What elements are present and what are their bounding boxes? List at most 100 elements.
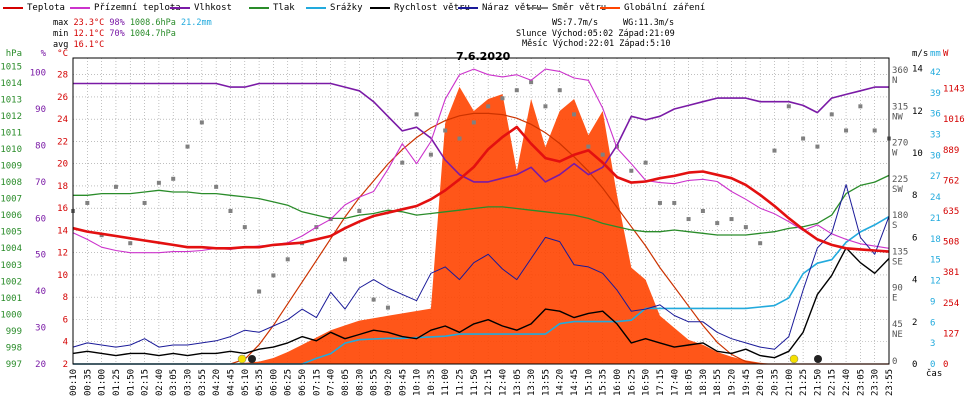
x-tick-label: 06:50 bbox=[298, 369, 308, 396]
sun-label: Slunce bbox=[516, 29, 547, 39]
legend-swatch bbox=[528, 6, 548, 9]
stats-min-row: min 12.1°C 70% 1004.7hPa bbox=[53, 29, 176, 39]
wind-direction-point bbox=[428, 152, 433, 157]
legend-item: Náraz větru bbox=[458, 3, 542, 13]
axis-mm-label: mm bbox=[930, 49, 941, 59]
legend-label: Rychlost větru bbox=[394, 3, 470, 13]
series-line bbox=[72, 184, 890, 350]
axis-celsius-tick: 28 bbox=[57, 71, 68, 81]
axis-direction-tick: 315 NW bbox=[892, 102, 908, 122]
axis-percent-tick: 60 bbox=[35, 214, 46, 224]
axis-hpa-tick: 1002 bbox=[0, 277, 22, 287]
x-tick-label: 21:50 bbox=[813, 369, 823, 396]
axis-w-label: W bbox=[943, 49, 949, 59]
axis-direction-tick: 90 E bbox=[892, 284, 903, 304]
axis-mm-tick: 6 bbox=[930, 318, 935, 328]
wind-direction-point bbox=[514, 88, 519, 93]
x-tick-label: 01:50 bbox=[126, 369, 136, 396]
wind-direction-point bbox=[572, 112, 577, 117]
x-tick-label: 13:05 bbox=[513, 369, 523, 396]
sunrise-icon bbox=[237, 354, 247, 364]
wind-direction-point bbox=[586, 144, 591, 149]
series-line bbox=[72, 68, 890, 254]
axis-percent-tick: 80 bbox=[35, 141, 46, 151]
x-tick-label: 22:40 bbox=[842, 369, 852, 396]
axis-hpa-tick: 1014 bbox=[0, 79, 22, 89]
wind-direction-point bbox=[371, 297, 376, 302]
axis-celsius-tick: 12 bbox=[57, 249, 68, 259]
x-tick-label: 10:35 bbox=[427, 369, 437, 396]
axis-direction-tick: 225 SW bbox=[892, 175, 908, 195]
x-tick-label: 07:15 bbox=[312, 369, 322, 396]
legend-item: Rychlost větru bbox=[370, 3, 470, 13]
x-tick-label: 20:10 bbox=[756, 369, 766, 396]
wind-direction-point bbox=[643, 160, 648, 165]
sun-row: Slunce Východ:05:02 Západ:21:09 bbox=[516, 29, 675, 39]
legend-label: Teplota bbox=[27, 3, 65, 13]
series-line bbox=[73, 174, 890, 236]
x-tick-label: 11:25 bbox=[456, 369, 466, 396]
stats-max-label: max bbox=[53, 18, 69, 28]
legend-swatch bbox=[306, 6, 326, 9]
axis-percent-tick: 90 bbox=[35, 105, 46, 115]
wind-direction-point bbox=[543, 104, 548, 109]
wind-direction-point bbox=[786, 104, 791, 109]
axis-hpa-tick: 1008 bbox=[0, 178, 22, 188]
axis-mm-tick: 3 bbox=[930, 339, 935, 349]
axis-w-tick: 0 bbox=[943, 360, 948, 370]
legend-label: Vlhkost bbox=[194, 3, 232, 13]
plot-frame bbox=[72, 57, 890, 365]
wind-direction-point bbox=[729, 217, 734, 222]
wind-direction-point bbox=[156, 180, 161, 185]
x-tick-label: 09:20 bbox=[384, 369, 394, 396]
x-tick-label: 08:30 bbox=[355, 369, 365, 396]
legend-label: Směr větru bbox=[552, 3, 607, 13]
legend-swatch bbox=[458, 6, 478, 9]
wind-direction-point bbox=[801, 136, 806, 141]
x-tick-label: 18:55 bbox=[713, 369, 723, 396]
axis-ms-tick: 2 bbox=[912, 318, 917, 328]
x-tick-label: 08:05 bbox=[341, 369, 351, 396]
axis-ms-tick: 6 bbox=[912, 233, 917, 243]
x-tick-label: 17:15 bbox=[656, 369, 666, 396]
axis-w-tick: 762 bbox=[943, 176, 959, 186]
x-tick-label: 04:45 bbox=[226, 369, 236, 396]
series-line bbox=[72, 125, 890, 253]
axis-percent-tick: 70 bbox=[35, 178, 46, 188]
wind-direction-point bbox=[142, 200, 147, 205]
x-tick-label: 23:55 bbox=[885, 369, 895, 396]
wind-direction-point bbox=[457, 136, 462, 141]
legend-item: Směr větru bbox=[528, 3, 606, 13]
axis-mm-tick: 30 bbox=[930, 151, 941, 161]
stats-max-temp: 23.3°C bbox=[73, 18, 105, 28]
axis-mm-tick: 42 bbox=[930, 68, 941, 78]
axis-w-tick: 635 bbox=[943, 207, 959, 217]
axis-hpa-tick: 1003 bbox=[0, 261, 22, 271]
axis-celsius-label: °C bbox=[57, 49, 68, 59]
wind-direction-point bbox=[686, 217, 691, 222]
axis-mm-tick: 12 bbox=[930, 277, 941, 287]
legend-label: Tlak bbox=[273, 3, 295, 13]
wind-direction-point bbox=[400, 160, 405, 165]
x-tick-label: 18:30 bbox=[699, 369, 709, 396]
axis-mm-tick: 9 bbox=[930, 297, 935, 307]
wind-direction-point bbox=[385, 305, 390, 310]
wind-direction-point bbox=[185, 144, 190, 149]
axis-celsius-tick: 18 bbox=[57, 182, 68, 192]
wind-direction-point bbox=[171, 176, 176, 181]
moonset-icon bbox=[248, 355, 256, 363]
wind-direction-point bbox=[758, 241, 763, 246]
x-tick-label: 23:05 bbox=[856, 369, 866, 396]
x-tick-label: 13:30 bbox=[527, 369, 537, 396]
x-tick-label: 12:40 bbox=[498, 369, 508, 396]
moon-set: Západ:5:10 bbox=[619, 39, 671, 49]
axis-hpa-tick: 999 bbox=[6, 327, 22, 337]
axis-ms-tick: 4 bbox=[912, 276, 917, 286]
axis-w-tick: 1016 bbox=[943, 115, 965, 125]
x-axis-label: čas bbox=[926, 368, 942, 379]
legend-item: Srážky bbox=[306, 3, 363, 13]
legend-item: Teplota bbox=[3, 3, 65, 13]
axis-mm-tick: 0 bbox=[930, 360, 935, 370]
axis-mm-tick: 33 bbox=[930, 131, 941, 141]
